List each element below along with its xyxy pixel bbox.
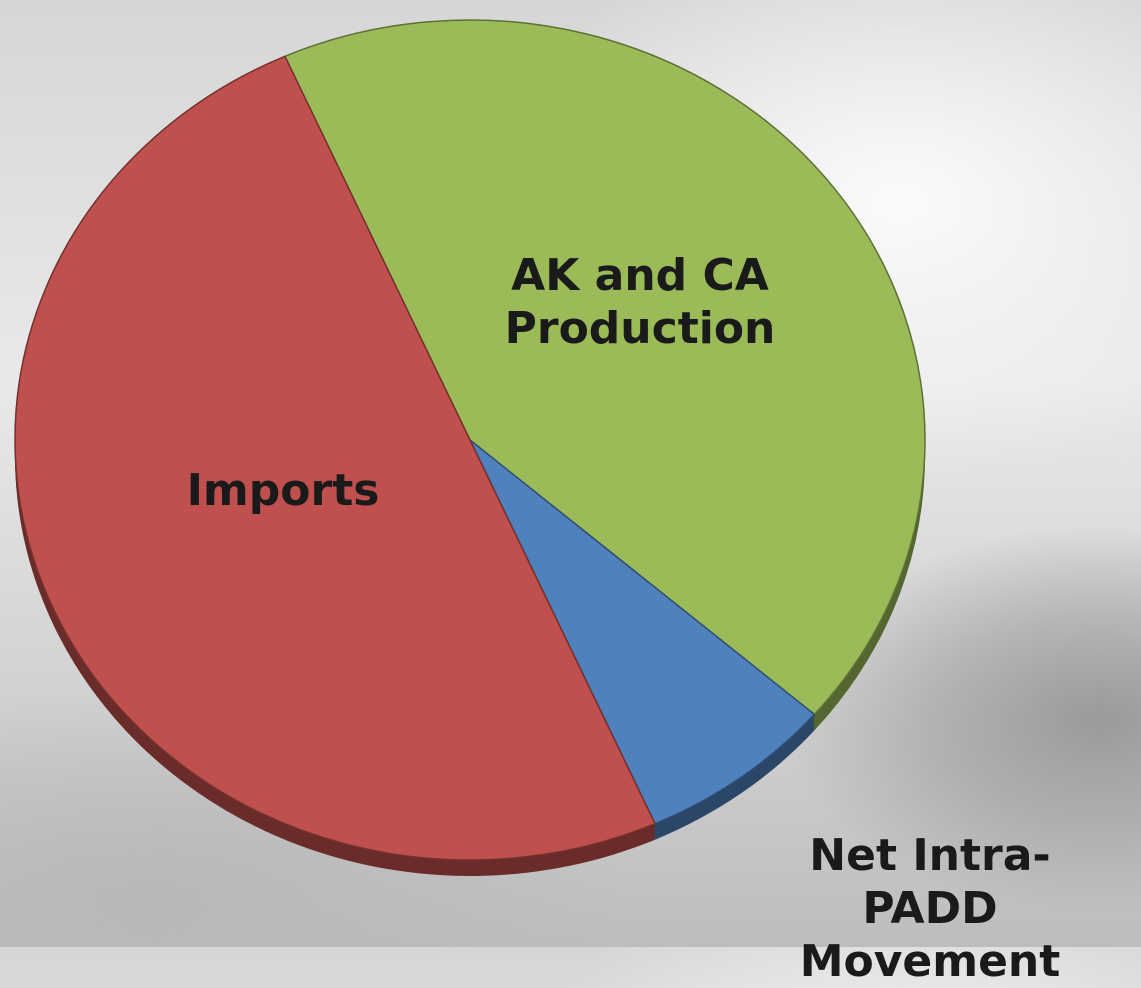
slice-label: Net Intra-PADD Movement xyxy=(799,830,1061,987)
slice xyxy=(14,55,657,861)
slice xyxy=(469,439,816,825)
chart xyxy=(14,19,926,876)
slice-label: Imports xyxy=(186,465,380,516)
slice-label: AK and CA Production xyxy=(504,250,776,354)
slice xyxy=(283,19,926,716)
